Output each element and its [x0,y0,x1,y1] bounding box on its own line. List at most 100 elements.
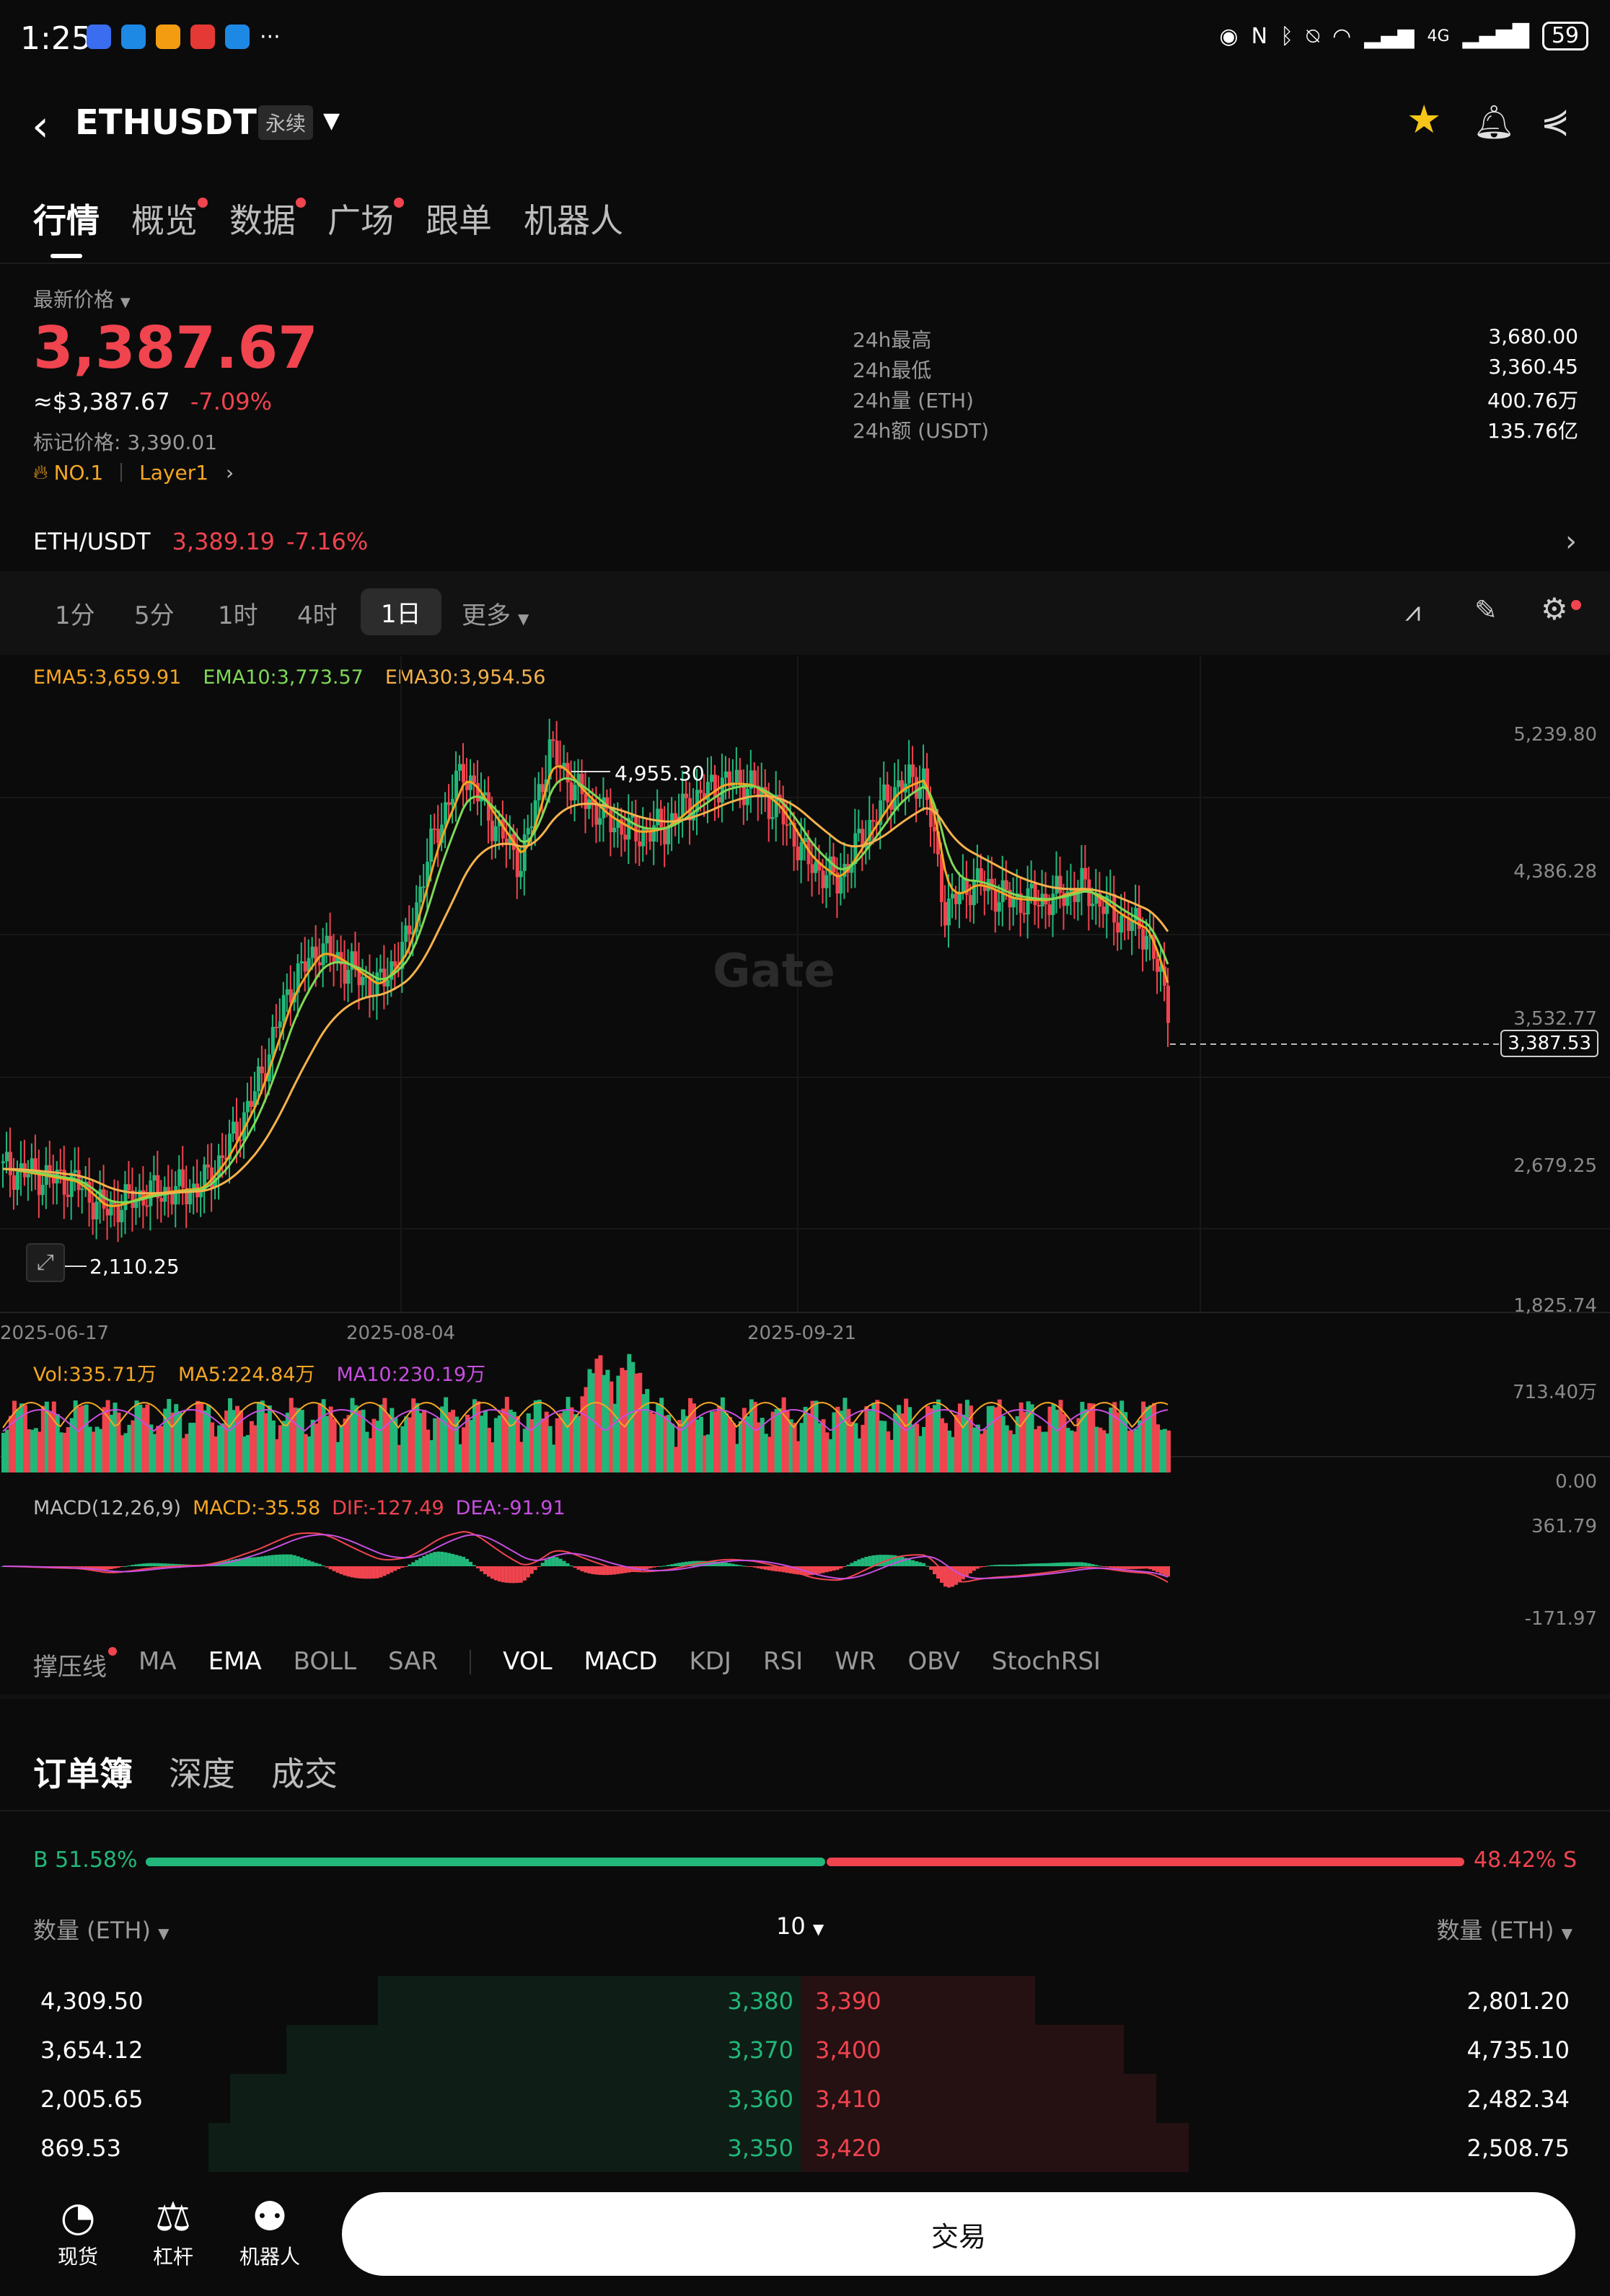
tab-0[interactable]: 行情 [33,201,100,240]
macd-histogram-bar [727,1563,731,1566]
latest-price-label[interactable]: 最新价格 ▼ [33,288,131,312]
volume-bar [745,1416,750,1472]
orderbook-tab-1[interactable]: 深度 [169,1754,235,1793]
rank-row[interactable]: 🔥︎ NO.1 Layer1 › [33,460,234,485]
low-marker-label: 2,110.25 [89,1255,180,1279]
volume-bar [814,1400,819,1472]
symbol-title[interactable]: ETHUSDT [75,102,257,143]
orderbook-row[interactable]: 3,654.12 3,370 3,400 4,735.10 [0,2025,1610,2074]
nav-robot[interactable]: ⚉ 机器人 [219,2194,320,2270]
timeframe-5[interactable]: 更多 ▼ [462,596,529,631]
indicator-sub-3[interactable]: RSI [762,1647,804,1676]
volume-bar [127,1424,132,1472]
volume-bar [116,1412,121,1472]
candle-body [562,762,566,769]
high-marker-label: 4,955.30 [615,761,705,785]
indicator-sub-1[interactable]: MACD [584,1647,658,1676]
volume-bar [232,1410,237,1472]
volume-legend: Vol:335.71万 MA5:224.84万 MA10:230.19万 [33,1359,485,1387]
ask-qty-header[interactable]: 数量 (ETH) ▼ [1436,1917,1572,1944]
indicator-sub-5[interactable]: OBV [907,1647,960,1676]
candle-body [591,799,595,805]
candle-body [390,961,394,980]
macd-histogram-bar [573,1566,577,1568]
macd-histogram-bar [361,1566,365,1579]
timeframe-0[interactable]: 1分 [55,596,95,631]
timeframe-3[interactable]: 4时 [297,596,338,631]
timeframe-2[interactable]: 1时 [218,596,258,631]
candle-body [232,1121,236,1134]
macd-histogram-bar [475,1566,480,1568]
volume-bar [695,1419,700,1472]
macd-dea-line [3,1534,1169,1580]
candle-body [1033,883,1037,906]
candle-body [656,808,660,826]
macd-histogram-bar [806,1566,811,1576]
macd-title: MACD(12,26,9) [33,1497,182,1519]
volume-bar [982,1429,987,1472]
trade-button[interactable]: 交易 [342,2192,1575,2276]
candle-body [486,792,491,821]
candle-body [245,1100,250,1113]
tab-2[interactable]: 数据 [229,195,306,242]
star-icon[interactable]: ★ [1407,97,1442,142]
nav-spot[interactable]: ◔ 现货 [27,2194,128,2270]
back-icon[interactable]: ‹ [32,101,49,151]
volume-bar [1127,1430,1132,1472]
candle-body [810,864,814,873]
candle-body [346,969,351,984]
macd-histogram-bar [1065,1562,1070,1566]
indicator-main-2[interactable]: EMA [208,1647,262,1676]
candle-body [911,764,915,777]
orderbook-row[interactable]: 4,309.50 3,380 3,390 2,801.20 [0,1976,1610,2025]
orderbook-row[interactable]: 869.53 3,350 3,420 2,508.75 [0,2123,1610,2172]
candle-body [1062,893,1066,906]
volume-bar [174,1404,179,1472]
chart-type-icon[interactable]: ⩘ [1405,596,1421,627]
timeframe-1[interactable]: 5分 [134,596,175,631]
indicator-main-4[interactable]: SAR [388,1647,439,1676]
tab-4[interactable]: 跟单 [426,201,492,240]
indicator-sub-0[interactable]: VOL [503,1647,553,1676]
settings-gear-icon[interactable]: ⚙ [1541,591,1568,627]
draw-tool-icon[interactable]: ✎ [1474,594,1497,626]
volume-bar [66,1427,71,1472]
spot-icon: ◔ [60,2194,96,2240]
timeframe-4[interactable]: 1日 [361,588,441,635]
volume-bar [167,1399,172,1472]
orderbook-tab-0[interactable]: 订单簿 [33,1754,133,1793]
depth-precision-select[interactable]: 10 ▼ [776,1912,824,1940]
indicator-main-1[interactable]: MA [138,1647,177,1676]
expand-icon[interactable]: ⤢ [26,1243,65,1282]
tab-3[interactable]: 广场 [327,195,404,242]
macd-histogram-bar [102,1566,106,1571]
kline-chart[interactable] [0,656,1610,1637]
ask-quantity: 4,735.10 [1466,2036,1570,2064]
candle-body [957,891,962,904]
spot-pair-row[interactable]: ETH/USDT 3,389.19 -7.16% › [33,525,1577,558]
volume-bar [1166,1430,1171,1472]
macd-histogram-bar [1044,1563,1048,1566]
indicator-sub-6[interactable]: StochRSI [991,1647,1101,1676]
tab-5[interactable]: 机器人 [524,201,623,240]
bid-qty-header[interactable]: 数量 (ETH) ▼ [33,1917,170,1944]
candle-body [317,962,322,966]
alert-bell-icon[interactable]: 🔔︎ [1473,102,1516,141]
share-icon[interactable]: ⋞ [1541,101,1570,141]
macd-histogram-bar [159,1563,164,1566]
nav-margin[interactable]: ⚖ 杠杆 [123,2194,224,2270]
volume-bar [522,1429,527,1472]
macd-histogram-bar [796,1566,800,1575]
volume-bar [493,1418,498,1472]
mute-icon: ⍉ [1306,23,1320,49]
indicator-sub-4[interactable]: WR [835,1647,876,1676]
indicator-main-3[interactable]: BOLL [293,1647,357,1676]
volume-bar [569,1407,574,1472]
symbol-dropdown-icon[interactable]: ▼ [323,108,340,133]
tab-1[interactable]: 概览 [131,195,208,242]
orderbook-row[interactable]: 2,005.65 3,360 3,410 2,482.34 [0,2074,1610,2123]
orderbook-tab-2[interactable]: 成交 [271,1754,338,1793]
macd-histogram-bar [1083,1562,1088,1566]
indicator-main-0[interactable]: 撑压线 [33,1647,117,1682]
indicator-sub-2[interactable]: KDJ [689,1647,731,1676]
